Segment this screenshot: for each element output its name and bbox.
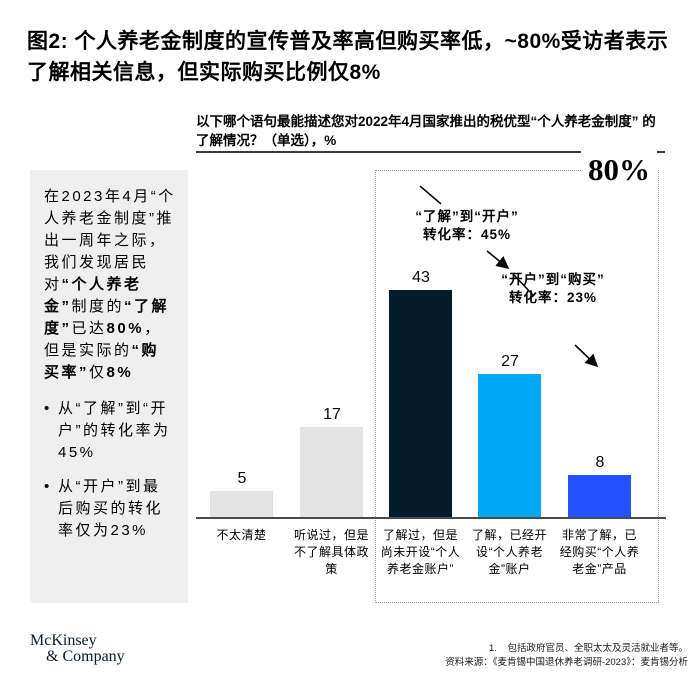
bar-3 xyxy=(389,290,452,517)
bar-1 xyxy=(210,491,273,517)
bar-value-3: 43 xyxy=(412,269,430,286)
annotation-1-line1: “了解”到“开户” xyxy=(415,209,519,224)
group-total-label: 80% xyxy=(581,148,657,192)
sidebar-bullet: • 从“开户”到最后购买的转化率仅为23% xyxy=(44,476,176,542)
key-insight-sidebar: 在2023年4月“个人养老金制度”推出一周年之际，我们发现居民对“个人养老金”制… xyxy=(30,170,188,603)
sidebar-text-segment: “了解度” xyxy=(44,298,170,337)
sidebar-text-segment: 仅 xyxy=(89,364,107,381)
sidebar-paragraph: 在2023年4月“个人养老金制度”推出一周年之际，我们发现居民对“个人养老金”制… xyxy=(44,186,176,384)
sidebar-text-segment: 80% xyxy=(106,320,145,337)
bullet-dot: • xyxy=(44,400,50,417)
annotation-1-line2: 转化率：45% xyxy=(422,227,512,242)
highlight-group-box xyxy=(375,170,659,603)
sidebar-text-segment: “购买率” xyxy=(44,342,160,381)
sidebar-text-segment: 在2023年4月“个人养老金制度”推出一周年之际，我们发现居民对 xyxy=(44,188,176,293)
sidebar-text-segment: 8% xyxy=(106,364,134,381)
category-label-2: 听说过，但是不了解具体政策 xyxy=(293,528,369,576)
logo-line2: & Company xyxy=(46,648,125,665)
bullet-text: 从“了解”到“开户”的转化率为45% xyxy=(58,400,171,461)
bar-5 xyxy=(568,475,631,517)
bullet-dot: • xyxy=(44,478,50,495)
sidebar-bullet-list: • 从“了解”到“开户”的转化率为45% • 从“开户”到最后购买的转化率仅为23% xyxy=(44,398,176,542)
category-label-4: 了解，已经开设“个人养老金”账户 xyxy=(471,528,547,576)
sidebar-bullet: • 从“了解”到“开户”的转化率为45% xyxy=(44,398,176,464)
chart-plot-area: 5 不太清楚 17 听说过，但是不了解具体政策 43 了解过，但是尚未开设“个人养老金账户… xyxy=(196,160,676,603)
page-title: 图2: 个人养老金制度的宣传普及率高但购买率低，~80%受访者表示了解相关信息，… xyxy=(27,30,669,84)
sidebar-text-segment: ，但是实际的 xyxy=(44,320,162,359)
chart-title-underline xyxy=(196,151,665,153)
bullet-text: 从“开户”到最后购买的转化率仅为23% xyxy=(58,478,164,539)
conversion-annotation-1: “了解”到“开户” 转化率：45% xyxy=(398,208,536,244)
footnote-1: 1. 包括政府官员、全职太太及灵活就业者等。 xyxy=(489,643,688,654)
annotation-2-line1: “开户”到“购买” xyxy=(501,272,605,287)
bar-value-1: 5 xyxy=(237,470,247,487)
mckinsey-logo: McKinsey & Company xyxy=(30,633,125,665)
chart-question-title: 以下哪个语句最能描述您对2022年4月国家推出的税优型“个人养老金制度” 的了解… xyxy=(196,114,656,148)
bar-value-4: 27 xyxy=(501,353,519,370)
annotation-2-line2: 转化率：23% xyxy=(508,290,598,305)
bar-4 xyxy=(478,374,541,517)
bar-value-2: 17 xyxy=(323,406,341,423)
category-label-5: 非常了解，已经购买“个人养老金”产品 xyxy=(559,528,640,576)
sidebar-text-segment: “个人养老金” xyxy=(44,276,142,315)
sidebar-text-segment: 已达 xyxy=(71,320,107,337)
source-line: 资料来源：《麦肯锡中国退休养老调研-2023》：麦肯锡分析 xyxy=(445,657,688,668)
category-label-1: 不太清楚 xyxy=(216,528,267,542)
footnotes: 1. 包括政府官员、全职太太及灵活就业者等。 资料来源：《麦肯锡中国退休养老调研… xyxy=(268,642,688,670)
category-label-3: 了解过，但是尚未开设“个人养老金账户” xyxy=(380,528,461,576)
bar-value-5: 8 xyxy=(595,454,605,471)
sidebar-text-segment: 制度的 xyxy=(71,298,125,315)
x-axis-line xyxy=(196,517,666,519)
conversion-annotation-2: “开户”到“购买” 转化率：23% xyxy=(482,271,624,307)
bar-2 xyxy=(300,427,363,517)
logo-line1: McKinsey xyxy=(30,632,97,649)
